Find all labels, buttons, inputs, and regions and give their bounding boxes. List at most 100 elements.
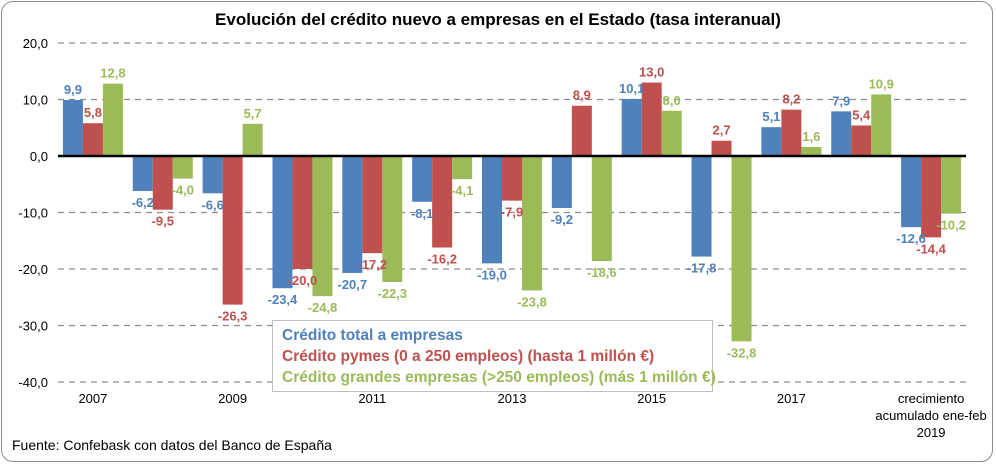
bar [412,156,433,202]
bar [522,156,542,291]
bar [551,156,572,208]
y-tick-label: 0,0 [30,149,48,164]
data-label: -8,1 [411,206,433,221]
data-label: 2,7 [712,123,730,138]
bar [362,156,383,254]
bar [921,156,942,238]
bar [941,156,962,214]
bar [591,156,612,262]
bar [242,123,263,156]
x-tick-label: 2019 [917,425,946,440]
bar [851,125,872,156]
bar [571,105,592,156]
data-label: -9,5 [152,214,174,229]
bar [731,156,752,342]
bar [781,109,802,156]
y-tick-label: -40,0 [18,375,48,390]
x-tick-label: crecimiento [898,391,964,406]
bar [502,156,522,201]
bar [482,156,502,264]
data-label: 5,7 [244,106,262,121]
bar [172,156,193,179]
data-label: -23,4 [268,292,298,307]
bar [132,156,153,192]
data-label: -24,8 [308,300,338,315]
data-label: 5,1 [762,109,780,124]
bar [102,83,123,156]
source-note: Fuente: Confebask con datos del Banco de… [12,437,332,453]
y-tick-label: -20,0 [18,262,48,277]
data-label: 10,1 [619,81,644,96]
data-label: 5,4 [852,107,871,122]
y-tick-label: -30,0 [18,319,48,334]
data-label: -20,0 [288,273,318,288]
y-tick-label: -10,0 [18,206,48,221]
x-axis-ticks: 2007 2009 2011 2013 2015 2017 crecimiento acumu… [78,391,986,440]
data-label: -6,6 [201,197,223,212]
data-label: -22,3 [377,286,407,301]
data-label: 1,6 [802,129,820,144]
data-label: 5,8 [84,105,102,120]
data-label: -4,1 [451,183,473,198]
data-label: -6,2 [132,195,154,210]
x-tick-label: 2009 [218,391,247,406]
bar [342,156,363,273]
data-label: -17,2 [357,257,387,272]
bar [711,140,732,156]
data-label: 12,8 [100,66,125,81]
data-label: -4,0 [172,183,194,198]
bar [82,123,103,156]
data-label: -9,2 [551,212,573,227]
data-label: 13,0 [639,65,664,80]
data-label: -17,8 [687,261,717,276]
data-label: -14,4 [916,241,946,256]
data-label: -18,6 [587,265,617,280]
data-label: 8,2 [782,92,800,107]
bar [831,111,852,156]
bar [152,156,173,210]
data-label: 9,9 [64,82,82,97]
data-label: -19,0 [477,267,507,282]
data-labels: 9,9 -6,2 -6,6 -23,4 -20,7 -8,1 -19,0 -9,2 10,1 -1… [64,65,966,361]
data-label: -16,2 [427,252,457,267]
data-label: -12,6 [896,231,926,246]
bar [641,82,662,156]
y-tick-label: 10,0 [23,93,48,108]
chart-title: Evolución del crédito nuevo a empresas e… [215,10,781,29]
x-tick-label: 2007 [78,391,107,406]
y-axis-ticks: 20,0 10,0 0,0 -10,0 -20,0 -30,0 -40,0 [18,36,48,390]
legend-item-pymes: Crédito pymes (0 a 250 empleos) (hasta 1… [282,348,655,365]
bar [432,156,453,248]
legend-item-total: Crédito total a empresas [282,327,463,344]
bar [661,110,682,156]
data-label: -10,2 [936,218,966,233]
y-tick-label: 20,0 [23,36,48,51]
bar [202,156,223,194]
x-tick-label: acumulado ene-feb [875,408,986,423]
bar [621,98,642,156]
bar [761,127,782,156]
bar [871,94,892,156]
bar [312,156,333,297]
legend-item-grandes: Crédito grandes empresas (>250 empleos) … [282,369,716,386]
x-tick-label: 2015 [637,391,666,406]
data-label: -26,3 [218,309,248,324]
bar [901,156,922,228]
data-label: -32,8 [727,345,757,360]
bar [691,156,712,257]
legend: Crédito total a empresas Crédito pymes (… [272,320,716,392]
bar [222,156,243,305]
data-label: -7,9 [501,205,523,220]
data-label: 7,9 [832,93,850,108]
data-label: 10,9 [869,76,894,91]
bar [62,100,83,156]
bar [292,156,313,269]
bar [452,156,473,180]
x-tick-label: 2013 [498,391,527,406]
x-tick-label: 2017 [777,391,806,406]
data-label: -20,7 [337,277,367,292]
data-label: 8,0 [663,93,681,108]
x-tick-label: 2011 [358,391,386,406]
bars [62,82,962,342]
